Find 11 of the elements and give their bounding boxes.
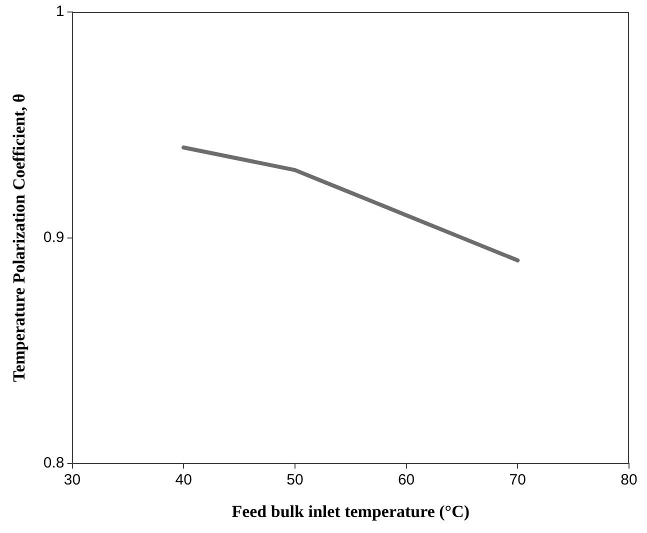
x-axis-title: Feed bulk inlet temperature (°C) [232,502,470,522]
x-tick-label: 80 [620,472,638,489]
y-tick-label: 1 [56,3,64,20]
y-tick-label: 0.8 [43,454,64,472]
x-tick-label: 50 [286,472,304,489]
y-tick-label: 0.9 [43,228,64,246]
x-tick-label: 30 [64,472,81,489]
y-axis-title: Temperature Polarization Coefficient, θ [10,94,29,382]
x-tick-label: 40 [175,472,192,489]
x-tick-label: 70 [509,472,526,489]
x-tick-label: 60 [398,472,415,489]
